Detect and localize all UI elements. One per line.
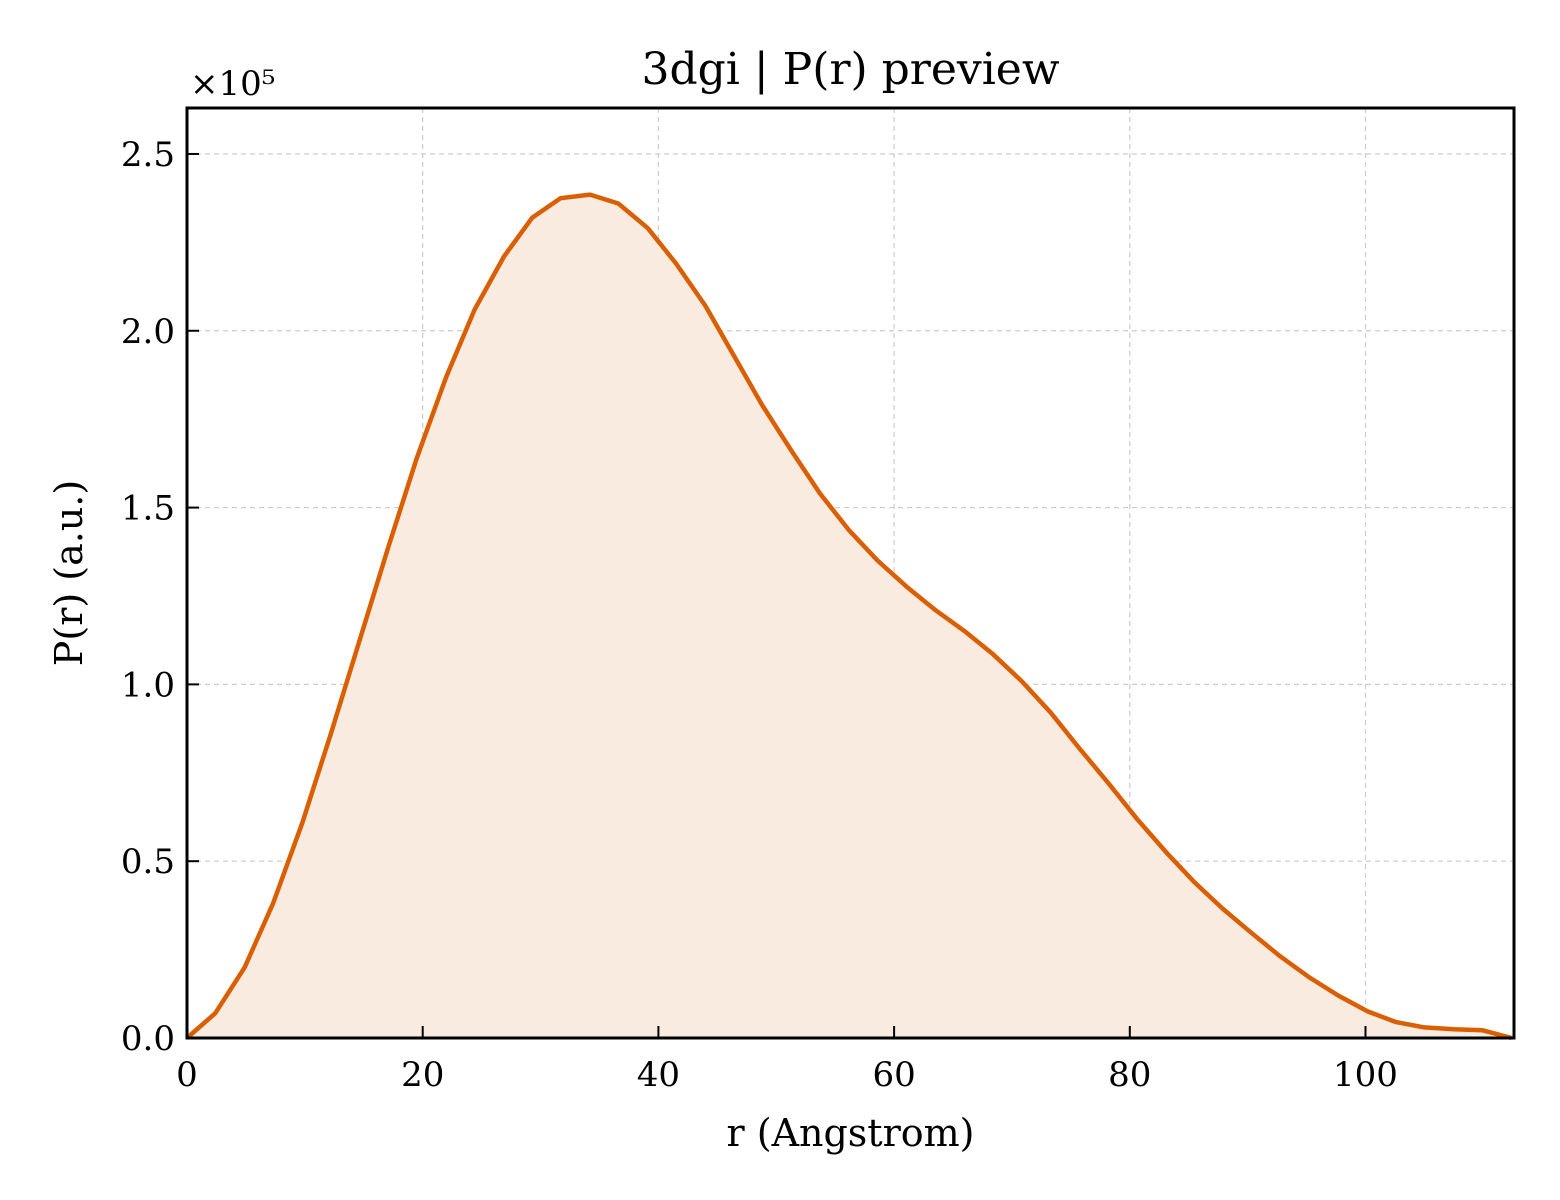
y-tick-label: 1.0	[121, 665, 175, 705]
y-tick-label: 0.5	[121, 842, 175, 882]
y-tick-label: 2.5	[121, 135, 175, 175]
x-tick-label: 80	[1108, 1055, 1151, 1095]
y-axis-label: P(r) (a.u.)	[47, 480, 91, 666]
x-tick-label: 60	[872, 1055, 915, 1095]
y-axis-offset-label: ×10⁵	[190, 64, 275, 104]
plot-frame	[185, 106, 1516, 1040]
y-tick-label: 1.5	[121, 489, 175, 529]
x-tick-label: 40	[637, 1055, 680, 1095]
x-axis-label: r (Angstrom)	[727, 1111, 975, 1155]
x-tick-label: 100	[1333, 1055, 1398, 1095]
axis-ticks: 0 20 40 60 80 100 0.0 0.5 1.0 1.5 2.0 2.5	[121, 135, 1398, 1095]
y-tick-label: 2.0	[121, 312, 175, 352]
pr-area-fill	[187, 194, 1512, 1039]
x-tick-label: 20	[401, 1055, 444, 1095]
y-tick-label: 0.0	[121, 1019, 175, 1059]
x-tick-label: 0	[176, 1055, 198, 1095]
chart-title: 3dgi | P(r) preview	[641, 44, 1059, 95]
pr-series-line	[185, 192, 1513, 1041]
